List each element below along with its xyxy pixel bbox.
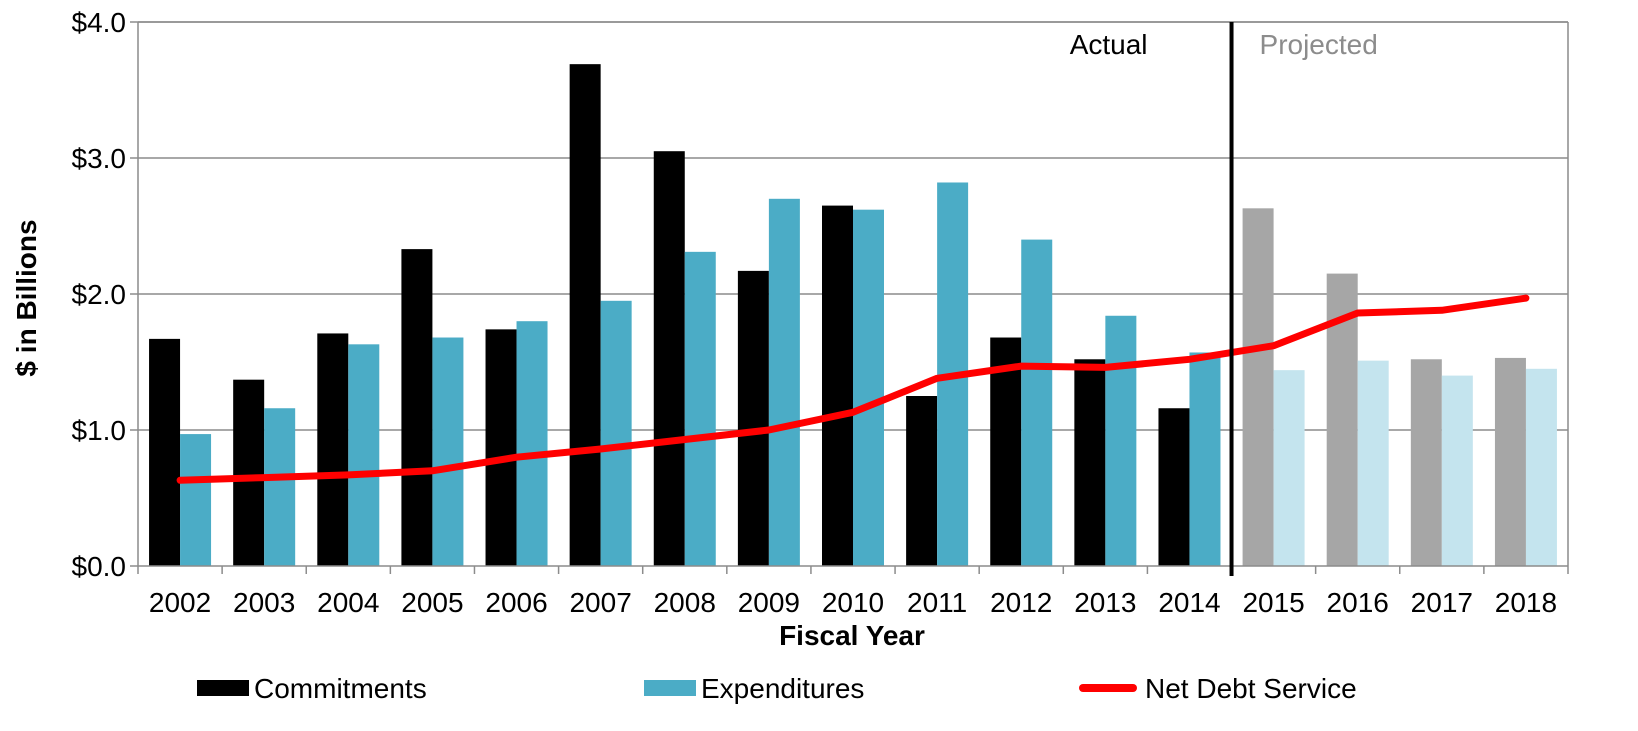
x-tick-label: 2004 <box>317 587 379 618</box>
expenditures-bar <box>180 434 212 566</box>
expenditures-bar <box>768 198 800 567</box>
x-tick-label: 2006 <box>485 587 547 618</box>
x-tick-label: 2016 <box>1327 587 1389 618</box>
expenditures-bar <box>1441 375 1473 566</box>
commitments-bar <box>906 396 938 566</box>
commitments-bar <box>737 270 769 566</box>
expenditures-bar <box>600 300 632 566</box>
x-tick-label: 2013 <box>1074 587 1136 618</box>
expenditures-bar <box>1357 360 1389 566</box>
region-labels: Actual Projected <box>1070 29 1378 60</box>
commitments-bar <box>149 338 181 566</box>
x-tick-label: 2010 <box>822 587 884 618</box>
y-tick-label: $1.0 <box>72 415 127 446</box>
y-tick-label: $2.0 <box>72 279 127 310</box>
x-tick-label: 2007 <box>569 587 631 618</box>
x-tick-label: 2005 <box>401 587 463 618</box>
commitments-bar <box>1494 357 1526 566</box>
expenditures-bar <box>1189 352 1221 566</box>
expenditures-bar <box>1525 368 1557 566</box>
commitments-bar <box>653 151 685 566</box>
legend-swatch-expenditures <box>644 680 696 696</box>
y-tick-label: $0.0 <box>72 551 127 582</box>
commitments-bar <box>401 249 433 566</box>
x-tick-label: 2018 <box>1495 587 1557 618</box>
legend: Commitments Expenditures Net Debt Service <box>197 673 1357 704</box>
actual-label: Actual <box>1070 29 1148 60</box>
commitments-bar <box>1074 359 1106 566</box>
x-tick-label: 2014 <box>1158 587 1220 618</box>
commitments-bar <box>233 379 265 566</box>
x-axis-title: Fiscal Year <box>779 620 925 651</box>
expenditures-bar <box>516 321 548 566</box>
x-tick-label: 2009 <box>738 587 800 618</box>
x-tick-label: 2012 <box>990 587 1052 618</box>
projected-label: Projected <box>1260 29 1378 60</box>
expenditures-bar <box>684 251 716 566</box>
x-tick-label: 2003 <box>233 587 295 618</box>
x-tick-label: 2017 <box>1411 587 1473 618</box>
commitments-bar <box>569 64 601 566</box>
expenditures-bar <box>853 209 884 566</box>
expenditures-bar <box>1021 239 1053 566</box>
commitments-bar <box>1410 359 1442 566</box>
x-tick-label: 2008 <box>654 587 716 618</box>
x-tick-label: 2011 <box>907 587 967 618</box>
x-tick-label: 2002 <box>149 587 211 618</box>
y-axis-title: $ in Billions <box>11 219 42 376</box>
expenditures-bar <box>348 344 380 566</box>
x-tick-label: 2015 <box>1242 587 1304 618</box>
expenditures-bar <box>1105 315 1137 566</box>
bars <box>149 64 1557 567</box>
commitments-bar <box>1158 408 1190 566</box>
net-debt-service-line <box>176 294 1530 484</box>
legend-label-expenditures: Expenditures <box>701 673 864 704</box>
x-tick-labels: 2002 2003 2004 2005 2006 2007 2008 2009 2010 2011… <box>149 587 1557 618</box>
net-debt-line-group <box>176 294 1530 484</box>
expenditures-bar <box>1273 370 1305 566</box>
legend-swatch-commitments <box>197 680 249 696</box>
commitments-bar <box>1242 208 1274 566</box>
commitments-bar <box>822 205 853 566</box>
axes <box>130 21 1569 576</box>
y-tick-labels: $0.0 $1.0 $2.0 $3.0 $4.0 <box>72 7 127 582</box>
y-tick-label: $4.0 <box>72 7 127 38</box>
commitments-bar <box>485 329 517 566</box>
legend-label-net-debt-service: Net Debt Service <box>1145 673 1357 704</box>
commitments-bar <box>990 337 1022 566</box>
commitments-bar <box>317 333 349 566</box>
legend-label-commitments: Commitments <box>254 673 427 704</box>
expenditures-bar <box>432 337 464 566</box>
y-tick-label: $3.0 <box>72 143 127 174</box>
expenditures-bar <box>264 408 296 566</box>
